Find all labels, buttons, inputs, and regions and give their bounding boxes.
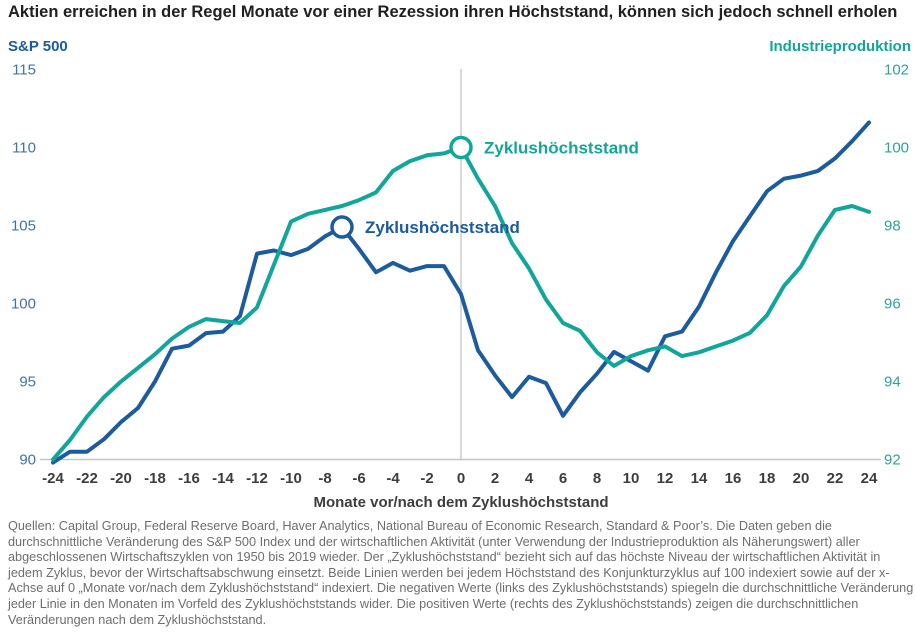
left-axis-tick-label: 95	[19, 374, 36, 391]
right-axis-tick-label: 100	[884, 140, 909, 157]
x-axis-tick-label: 12	[657, 470, 674, 487]
x-axis-tick-label: 18	[759, 470, 776, 487]
x-axis-tick-label: -20	[110, 470, 132, 487]
x-axis-tick-label: 16	[725, 470, 742, 487]
x-axis-tick-label: -14	[212, 470, 234, 487]
x-axis-tick-label: -12	[246, 470, 268, 487]
right-axis-tick-label: 94	[884, 374, 901, 391]
x-axis-tick-label: 20	[793, 470, 810, 487]
x-axis-label: Monate vor/nach dem Zyklushöchststand	[313, 494, 608, 511]
x-axis-tick-label: -2	[420, 470, 433, 487]
x-axis-tick-label: -22	[76, 470, 98, 487]
left-axis-tick-label: 100	[11, 296, 36, 313]
x-axis-tick-label: 6	[559, 470, 567, 487]
left-axis-title: S&P 500	[8, 38, 68, 55]
industrial-peak-marker	[449, 135, 473, 160]
x-axis-tick-label: -6	[352, 470, 365, 487]
x-axis-tick-label: 2	[491, 470, 499, 487]
sp500-line	[51, 120, 871, 465]
right-axis-tick-label: 98	[884, 218, 901, 235]
x-axis-tick-label: 0	[457, 470, 465, 487]
left-axis-tick-label: 105	[11, 218, 36, 235]
chart-title: Aktien erreichen in der Regel Monate vor…	[8, 3, 898, 21]
x-axis-tick-label: -4	[386, 470, 400, 487]
x-axis-tick-label: 14	[691, 470, 708, 487]
source-note: Quellen: Capital Group, Federal Reserve …	[8, 519, 914, 627]
x-axis-tick-label: 10	[623, 470, 640, 487]
x-axis-tick-label: -8	[318, 470, 331, 487]
x-axis-tick-label: -10	[280, 470, 302, 487]
x-axis-tick-label: 8	[593, 470, 601, 487]
left-axis-tick-label: 110	[12, 140, 36, 157]
x-axis-tick-label: 4	[525, 470, 534, 487]
left-axis-tick-label: 115	[12, 62, 36, 79]
x-axis-tick-label: 24	[861, 470, 878, 487]
sp500-peak-marker	[330, 215, 354, 239]
right-axis-tick-label: 102	[884, 62, 909, 79]
sp500-peak-label: Zyklushöchststand	[365, 218, 520, 237]
x-axis-tick-label: -18	[144, 470, 166, 487]
x-axis-tick-label: -24	[42, 470, 64, 487]
x-axis-tick-label: -16	[178, 470, 200, 487]
industrial-peak-label: Zyklushöchststand	[484, 139, 639, 158]
right-axis-tick-label: 92	[884, 452, 901, 469]
left-axis-tick-label: 90	[19, 452, 36, 469]
x-axis-tick-label: 22	[827, 470, 844, 487]
right-axis-tick-label: 96	[884, 296, 901, 313]
right-axis-title: Industrieproduktion	[769, 38, 911, 55]
